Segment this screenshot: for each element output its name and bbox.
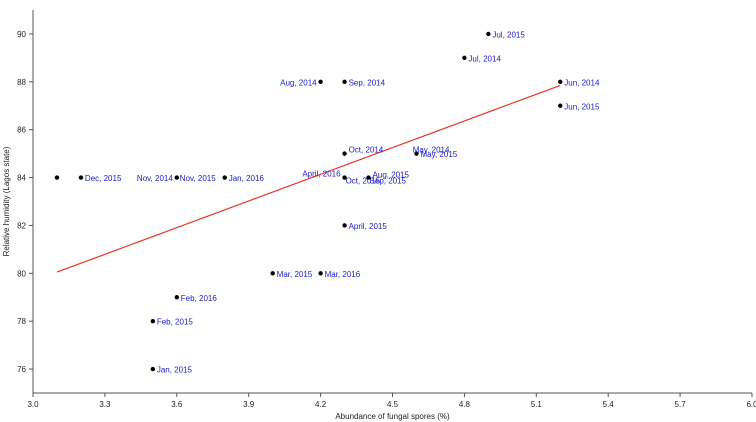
trendline-layer bbox=[56, 84, 561, 273]
data-label: May, 2015 bbox=[420, 150, 457, 159]
data-point bbox=[78, 175, 84, 180]
data-label: Nov, 2014 bbox=[137, 174, 173, 183]
x-tick-label: 4.2 bbox=[315, 400, 327, 409]
data-label: Jan, 2016 bbox=[229, 174, 265, 183]
x-tick-label: 4.8 bbox=[459, 400, 471, 409]
x-tick-label: 3.9 bbox=[243, 400, 255, 409]
data-label: Feb, 2015 bbox=[157, 318, 194, 327]
data-label: Dec, 2015 bbox=[85, 174, 122, 183]
data-point bbox=[342, 175, 347, 180]
data-label: Sep, 2015 bbox=[370, 177, 407, 186]
x-tick-label: 3.0 bbox=[27, 400, 39, 409]
data-label: Jun, 2014 bbox=[564, 78, 600, 87]
data-label: Mar, 2015 bbox=[277, 270, 313, 279]
points-layer: Dec, 2015 Nov, 2014 Nov, 2015 Jan, 2016 Jan,… bbox=[54, 30, 600, 375]
data-point bbox=[270, 271, 275, 276]
data-point bbox=[366, 175, 371, 180]
data-point bbox=[54, 175, 60, 180]
data-label: Jan, 2015 bbox=[157, 366, 193, 375]
data-point bbox=[318, 271, 323, 276]
y-tick-label: 82 bbox=[17, 221, 26, 230]
data-label: Aug, 2014 bbox=[280, 78, 317, 87]
data-point bbox=[414, 151, 419, 156]
x-axis-title: Abundance of fungal spores (%) bbox=[335, 412, 450, 421]
data-label: Aug, 2015 bbox=[373, 171, 410, 180]
data-point bbox=[342, 223, 347, 228]
axes: 3.0 3.3 3.6 3.9 4.2 4.5 4.8 5.1 5.4 5.7 6.0 76 78 80 8… bbox=[17, 10, 756, 409]
data-point bbox=[558, 79, 563, 85]
y-axis-title: Relative humidity (Lagos state) bbox=[2, 146, 11, 256]
data-label: Sep, 2014 bbox=[349, 78, 386, 87]
data-label: Oct, 2015 bbox=[346, 177, 381, 186]
data-label: Feb, 2016 bbox=[181, 294, 218, 303]
data-label: May, 2014 bbox=[413, 146, 450, 155]
x-tick-label: 5.1 bbox=[531, 400, 543, 409]
data-label: Jun, 2015 bbox=[564, 102, 600, 111]
data-label: Jul, 2015 bbox=[492, 30, 525, 39]
data-point bbox=[174, 175, 179, 180]
data-point bbox=[342, 151, 347, 156]
data-point bbox=[150, 318, 156, 324]
y-tick-label: 90 bbox=[17, 30, 26, 39]
x-tick-label: 3.3 bbox=[99, 400, 111, 409]
data-label: Mar, 2016 bbox=[325, 270, 361, 279]
data-point bbox=[150, 366, 156, 372]
data-label: Oct, 2014 bbox=[349, 146, 384, 155]
trendline bbox=[56, 84, 561, 273]
data-point bbox=[318, 79, 323, 85]
y-tick-label: 80 bbox=[17, 269, 26, 278]
x-tick-label: 6.0 bbox=[746, 400, 756, 409]
data-label: Jul, 2014 bbox=[468, 54, 501, 63]
y-tick-label: 88 bbox=[17, 78, 26, 87]
data-label: Nov, 2015 bbox=[180, 174, 216, 183]
data-label: April, 2016 bbox=[302, 170, 341, 179]
x-tick-label: 5.4 bbox=[603, 400, 615, 409]
x-tick-label: 5.7 bbox=[675, 400, 687, 409]
y-tick-label: 84 bbox=[17, 174, 26, 183]
data-point bbox=[462, 55, 467, 61]
data-point bbox=[486, 31, 491, 37]
y-tick-label: 76 bbox=[17, 365, 26, 374]
x-tick-label: 4.5 bbox=[387, 400, 399, 409]
y-tick-label: 78 bbox=[17, 317, 26, 326]
data-point bbox=[558, 103, 563, 108]
data-point bbox=[174, 295, 179, 300]
y-tick-label: 86 bbox=[17, 126, 26, 135]
data-point bbox=[342, 79, 347, 85]
data-point bbox=[222, 175, 227, 180]
x-tick-label: 3.6 bbox=[171, 400, 183, 409]
data-label: April, 2015 bbox=[349, 222, 388, 231]
